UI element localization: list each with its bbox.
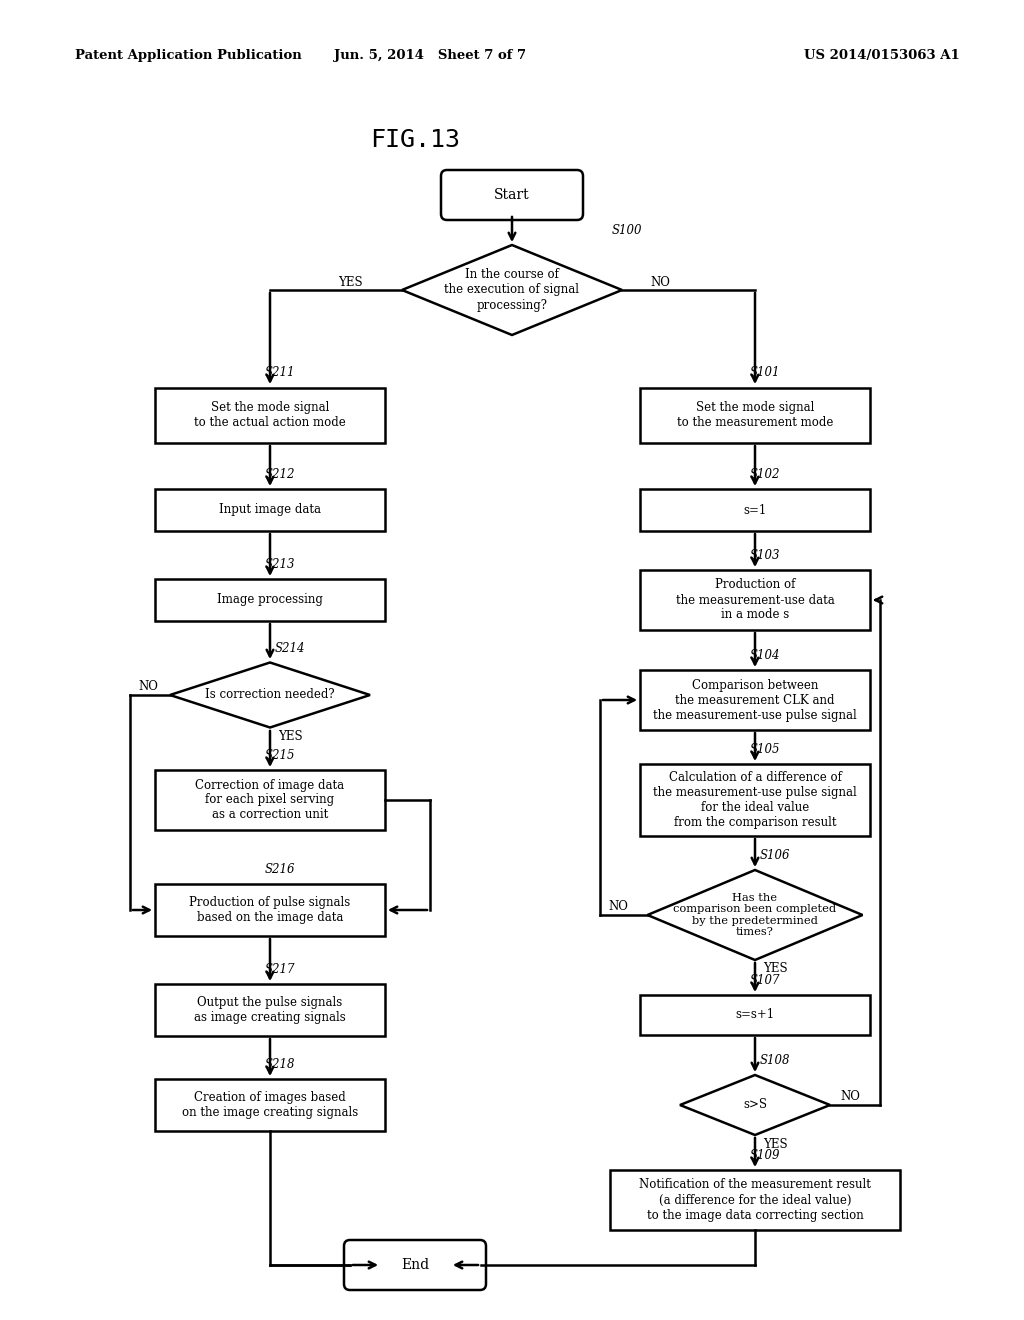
Text: S109: S109 [750, 1148, 780, 1162]
Text: S106: S106 [760, 849, 791, 862]
Bar [610, 1170, 900, 1230]
Text: FIG.13: FIG.13 [370, 128, 460, 152]
Text: S107: S107 [750, 974, 780, 987]
Text: S101: S101 [750, 367, 780, 380]
Text: NO: NO [840, 1089, 860, 1102]
Text: S216: S216 [265, 863, 296, 876]
Bar [155, 1078, 385, 1131]
Text: S218: S218 [265, 1059, 296, 1071]
Text: NO: NO [138, 680, 158, 693]
Text: YES: YES [338, 276, 362, 289]
Text: YES: YES [763, 1138, 787, 1151]
Bar [640, 764, 870, 836]
Text: Production of pulse signals
based on the image data: Production of pulse signals based on the… [189, 896, 350, 924]
Bar [155, 488, 385, 531]
Text: Creation of images based
on the image creating signals: Creation of images based on the image cr… [182, 1092, 358, 1119]
Polygon shape [647, 870, 862, 960]
Text: Comparison between
the measurement CLK and
the measurement-use pulse signal: Comparison between the measurement CLK a… [653, 678, 857, 722]
Text: S213: S213 [265, 558, 296, 572]
Polygon shape [402, 246, 622, 335]
Text: US 2014/0153063 A1: US 2014/0153063 A1 [804, 49, 961, 62]
Text: s=1: s=1 [743, 503, 767, 516]
Text: Input image data: Input image data [219, 503, 321, 516]
Bar [640, 388, 870, 442]
Polygon shape [170, 663, 370, 727]
Bar [640, 671, 870, 730]
Text: S108: S108 [760, 1053, 791, 1067]
Text: Correction of image data
for each pixel serving
as a correction unit: Correction of image data for each pixel … [196, 779, 344, 821]
Text: Image processing: Image processing [217, 594, 323, 606]
Bar [640, 488, 870, 531]
Text: Set the mode signal
to the actual action mode: Set the mode signal to the actual action… [195, 401, 346, 429]
Bar [155, 983, 385, 1036]
Text: S211: S211 [265, 367, 296, 380]
Polygon shape [680, 1074, 830, 1135]
Text: Output the pulse signals
as image creating signals: Output the pulse signals as image creati… [195, 997, 346, 1024]
Text: Patent Application Publication: Patent Application Publication [75, 49, 302, 62]
Text: S212: S212 [265, 469, 296, 480]
Bar [155, 770, 385, 830]
Text: Calculation of a difference of
the measurement-use pulse signal
for the ideal va: Calculation of a difference of the measu… [653, 771, 857, 829]
Text: NO: NO [650, 276, 670, 289]
Text: YES: YES [763, 961, 787, 974]
Text: Production of
the measurement-use data
in a mode s: Production of the measurement-use data i… [676, 578, 835, 622]
Text: S104: S104 [750, 649, 780, 663]
Text: S215: S215 [265, 748, 296, 762]
Bar [640, 570, 870, 630]
Text: S103: S103 [750, 549, 780, 562]
Bar [155, 579, 385, 620]
Text: Set the mode signal
to the measurement mode: Set the mode signal to the measurement m… [677, 401, 834, 429]
Text: Has the
comparison been completed
by the predetermined
times?: Has the comparison been completed by the… [674, 892, 837, 937]
Text: S102: S102 [750, 469, 780, 480]
Bar [155, 884, 385, 936]
FancyBboxPatch shape [344, 1239, 486, 1290]
Text: Start: Start [495, 187, 529, 202]
Text: Is correction needed?: Is correction needed? [205, 689, 335, 701]
Text: s=s+1: s=s+1 [735, 1008, 774, 1022]
Text: S217: S217 [265, 964, 296, 975]
Text: In the course of
the execution of signal
processing?: In the course of the execution of signal… [444, 268, 580, 312]
Text: Jun. 5, 2014   Sheet 7 of 7: Jun. 5, 2014 Sheet 7 of 7 [334, 49, 526, 62]
Bar [640, 995, 870, 1035]
Text: Notification of the measurement result
(a difference for the ideal value)
to the: Notification of the measurement result (… [639, 1179, 871, 1221]
FancyBboxPatch shape [441, 170, 583, 220]
Text: NO: NO [608, 899, 628, 912]
Text: s>S: s>S [743, 1098, 767, 1111]
Text: S100: S100 [612, 224, 642, 238]
Text: YES: YES [278, 730, 303, 743]
Text: S214: S214 [275, 642, 305, 655]
Text: End: End [401, 1258, 429, 1272]
Text: S105: S105 [750, 743, 780, 756]
Bar [155, 388, 385, 442]
